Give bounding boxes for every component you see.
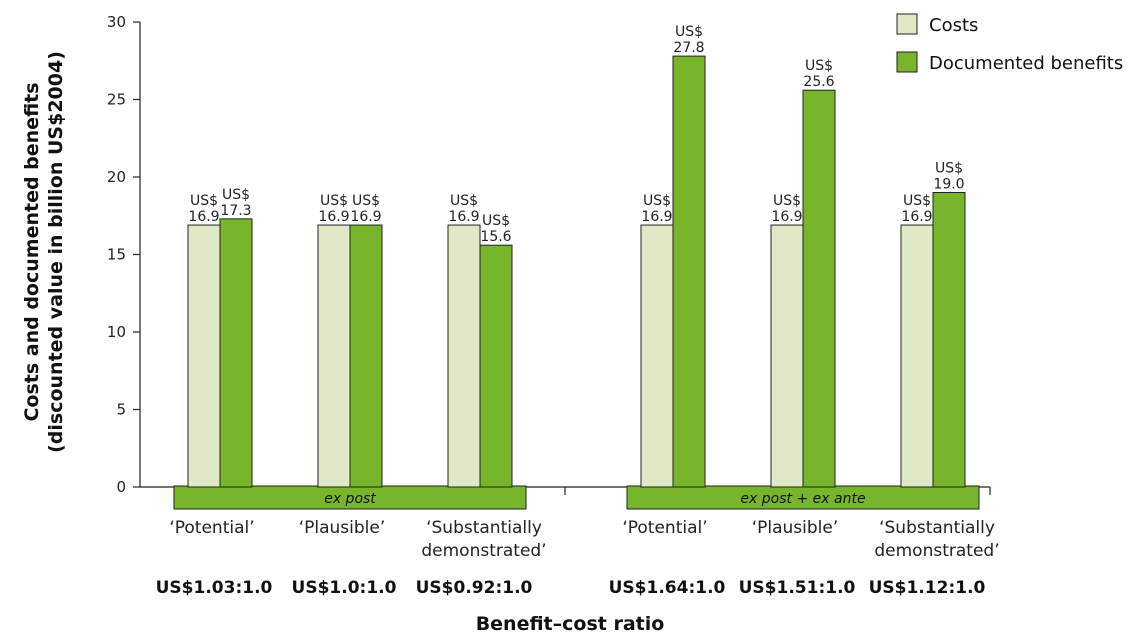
legend-label-costs: Costs: [929, 15, 978, 36]
data-label-benefits-value: 19.0: [933, 177, 964, 193]
y-tick-label: 15: [107, 246, 126, 264]
data-label-costs-value: 16.9: [188, 209, 219, 225]
bar-documented-benefits: [219, 218, 253, 488]
bar-costs: [187, 224, 221, 488]
data-label-benefits-prefix: US$: [482, 213, 510, 229]
ratio-label: US$1.64:1.0: [609, 578, 726, 598]
y-tick-label: 25: [107, 91, 126, 109]
group-bands: ex post ex post + ex ante: [173, 485, 980, 510]
data-label-benefits-value: 25.6: [803, 74, 834, 90]
bar-documented-benefits: [802, 89, 836, 488]
legend-swatch-documented-benefits: [896, 51, 918, 73]
ratio-labels: US$1.03:1.0 US$1.0:1.0 US$0.92:1.0 US$1.64:…: [156, 578, 986, 598]
legend-swatch-costs: [896, 13, 918, 35]
bar-costs: [447, 224, 481, 488]
data-label-benefits-value: 15.6: [480, 229, 511, 245]
group-band-label: ex post + ex ante: [740, 491, 865, 507]
data-label-costs-value: 16.9: [901, 209, 932, 225]
data-label-costs-prefix: US$: [320, 193, 348, 209]
category-label: ‘Plausible’: [752, 518, 839, 538]
ratio-label: US$1.12:1.0: [869, 578, 986, 598]
x-axis-title: Benefit–cost ratio: [476, 613, 665, 635]
data-label-costs-prefix: US$: [450, 193, 478, 209]
legend-label-documented-benefits: Documented benefits: [929, 53, 1123, 74]
data-label-benefits-prefix: US$: [935, 161, 963, 177]
y-axis-title-line2: (discounted value in billion US$2004): [45, 51, 67, 453]
category-label: ‘Plausible’: [299, 518, 386, 538]
group-band-label: ex post: [324, 491, 376, 507]
y-tick-label: 5: [116, 401, 126, 419]
data-label-benefits-prefix: US$: [352, 193, 380, 209]
legend: Costs Documented benefits: [896, 13, 1123, 74]
data-label-costs-value: 16.9: [641, 209, 672, 225]
ratio-label: US$1.0:1.0: [292, 578, 397, 598]
y-axis-title-line1: Costs and documented benefits: [21, 82, 43, 421]
data-label-costs-prefix: US$: [643, 193, 671, 209]
category-labels: ‘Potential’ ‘Plausible’ ‘Substantially demo…: [169, 518, 999, 561]
y-axis-title: Costs and documented benefits (discounte…: [21, 51, 67, 453]
data-label-costs-value: 16.9: [318, 209, 349, 225]
category-label-line2: demonstrated’: [874, 541, 999, 561]
data-label-costs-value: 16.9: [448, 209, 479, 225]
bar-documented-benefits: [672, 55, 706, 488]
y-tick-label: 30: [107, 13, 126, 31]
bars: [187, 55, 966, 488]
y-tick-label: 0: [116, 478, 126, 496]
data-label-costs-prefix: US$: [190, 193, 218, 209]
bar-costs: [640, 224, 674, 488]
category-label-line2: demonstrated’: [421, 541, 546, 561]
category-label: ‘Potential’: [622, 518, 707, 538]
ratio-label: US$1.51:1.0: [739, 578, 856, 598]
data-label-benefits-value: 27.8: [673, 40, 704, 56]
ratio-label: US$0.92:1.0: [416, 578, 533, 598]
bar-costs: [900, 224, 934, 488]
bar-documented-benefits: [349, 224, 383, 488]
y-tick-label: 20: [107, 168, 126, 186]
data-label-benefits-value: 16.9: [350, 209, 381, 225]
bar-costs: [317, 224, 351, 488]
y-axis: 0 5 10 15 20 25 30: [107, 13, 141, 496]
ratio-label: US$1.03:1.0: [156, 578, 273, 598]
bar-costs: [770, 224, 804, 488]
data-label-costs-value: 16.9: [771, 209, 802, 225]
category-label: ‘Potential’: [169, 518, 254, 538]
data-label-benefits-prefix: US$: [675, 24, 703, 40]
y-tick-label: 10: [107, 323, 126, 341]
data-label-benefits-prefix: US$: [805, 58, 833, 74]
category-label: ‘Substantially: [426, 518, 542, 538]
data-label-costs-prefix: US$: [773, 193, 801, 209]
bar-documented-benefits: [479, 244, 513, 488]
data-label-benefits-value: 17.3: [220, 203, 251, 219]
category-label: ‘Substantially: [879, 518, 995, 538]
data-label-costs-prefix: US$: [903, 193, 931, 209]
data-label-benefits-prefix: US$: [222, 187, 250, 203]
bar-documented-benefits: [932, 192, 966, 488]
data-labels: US$16.9US$17.3US$16.9US$16.9US$16.9 US$15…: [188, 24, 964, 245]
